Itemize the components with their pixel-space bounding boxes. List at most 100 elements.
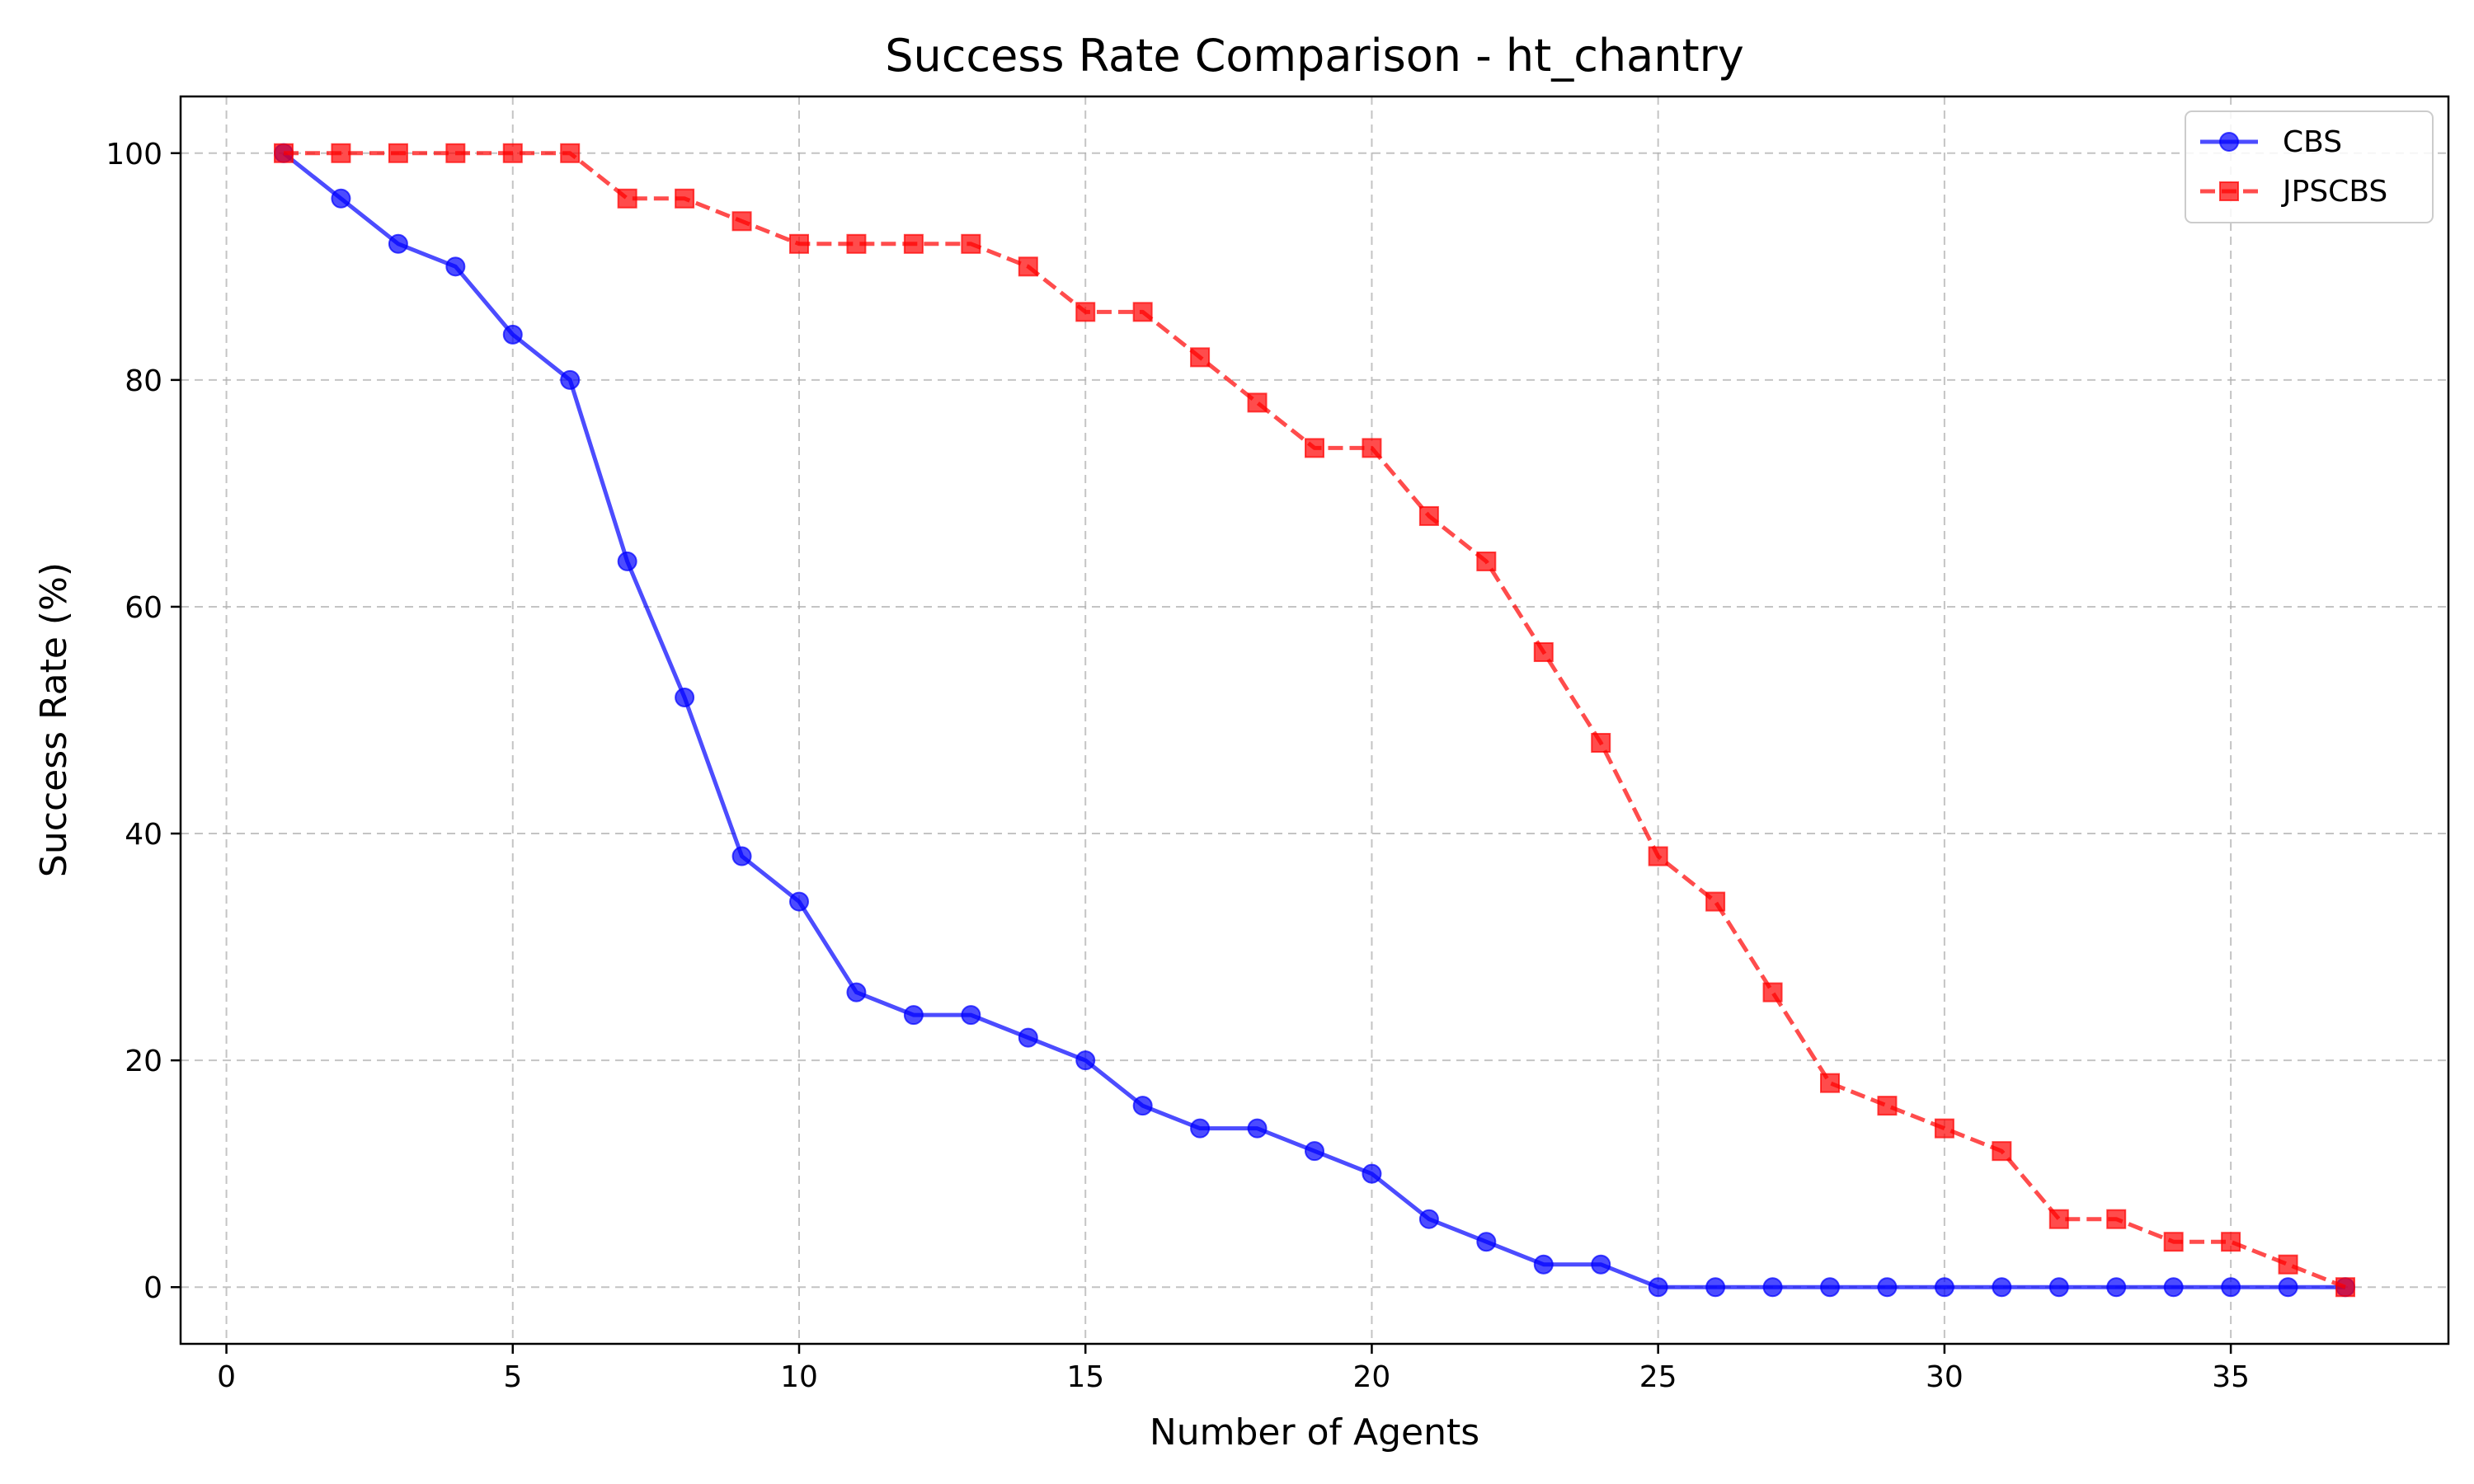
jpscbs-data-point — [1476, 551, 1497, 571]
jpscbs-data-point — [1762, 982, 1783, 1003]
y-tick-label: 80 — [125, 364, 162, 398]
cbs-data-point — [846, 982, 867, 1003]
x-tick-label: 35 — [2212, 1360, 2250, 1394]
jpscbs-data-point — [731, 211, 752, 232]
jpscbs-data-point — [1934, 1118, 1954, 1139]
cbs-data-point — [1305, 1141, 1324, 1162]
legend-cbs-label: CBS — [2283, 125, 2342, 159]
cbs-data-point — [789, 891, 809, 912]
x-tick-label: 10 — [780, 1360, 818, 1394]
cbs-data-point — [2278, 1277, 2298, 1298]
jpscbs-data-point — [789, 233, 809, 254]
jpscbs-data-point — [2221, 1232, 2241, 1252]
cbs-data-point — [502, 324, 523, 345]
cbs-data-point — [731, 846, 752, 866]
jpscbs-data-point — [1820, 1073, 1840, 1093]
cbs-data-point — [1762, 1277, 1783, 1298]
cbs-data-point — [1018, 1027, 1038, 1048]
jpscbs-data-point — [1247, 392, 1268, 413]
cbs-data-point — [1533, 1254, 1554, 1275]
cbs-data-point — [1934, 1277, 1954, 1298]
x-tick-label: 0 — [217, 1360, 236, 1394]
legend-jpscbs-label: JPSCBS — [2281, 175, 2387, 209]
jpscbs-data-point — [1018, 256, 1038, 277]
x-tick-label: 25 — [1639, 1360, 1677, 1394]
cbs-data-point — [2221, 1277, 2241, 1298]
cbs-data-point — [1132, 1096, 1153, 1116]
cbs-data-point — [1877, 1277, 1898, 1298]
jpscbs-data-point — [617, 188, 637, 209]
jpscbs-data-point — [502, 143, 523, 163]
jpscbs-data-point — [1705, 891, 1726, 912]
cbs-data-point — [675, 687, 695, 707]
jpscbs-data-point — [1877, 1096, 1898, 1116]
y-tick-label: 100 — [106, 138, 162, 171]
plot-frame — [179, 95, 2450, 1345]
jpscbs-data-point — [445, 143, 466, 163]
y-tick-label: 40 — [125, 818, 162, 852]
jpscbs-data-point — [274, 143, 294, 163]
x-tick-label: 5 — [503, 1360, 522, 1394]
jpscbs-data-point — [2278, 1254, 2298, 1275]
cbs-data-point — [1591, 1254, 1611, 1275]
x-tick-label: 15 — [1066, 1360, 1104, 1394]
cbs-data-point — [560, 369, 581, 390]
cbs-data-point — [2048, 1277, 2069, 1298]
x-axis-label: Number of Agents — [1150, 1411, 1479, 1453]
jpscbs-data-point — [1992, 1141, 2012, 1162]
y-tick-label: 0 — [143, 1271, 162, 1305]
jpscbs-data-point — [675, 188, 695, 209]
chart-title: Success Rate Comparison - ht_chantry — [885, 30, 1744, 82]
cbs-data-point — [1418, 1209, 1439, 1229]
jpscbs-data-point — [1362, 438, 1382, 458]
cbs-data-point — [1247, 1118, 1268, 1139]
tick-layer: 0 5 10 15 20 25 30 35 0 20 40 60 80 100 — [106, 138, 2250, 1394]
jpscbs-data-point — [331, 143, 351, 163]
jpscbs-data-point — [2335, 1277, 2355, 1298]
legend-box — [2185, 110, 2434, 223]
cbs-data-point — [331, 188, 351, 209]
jpscbs-data-point — [2106, 1209, 2127, 1229]
cbs-data-point — [2106, 1277, 2127, 1298]
x-tick-label: 30 — [1926, 1360, 1964, 1394]
cbs-data-point — [617, 551, 637, 571]
cbs-series-line — [282, 151, 2345, 1289]
y-axis-label: Success Rate (%) — [33, 562, 75, 877]
cbs-data-point — [1075, 1050, 1096, 1071]
jpscbs-data-point — [1648, 846, 1668, 866]
jpscbs-data-point — [560, 143, 581, 163]
jpscbs-data-point — [2163, 1232, 2184, 1252]
jpscbs-data-point — [1305, 438, 1324, 458]
jpscbs-data-point — [388, 143, 408, 163]
jpscbs-data-point — [846, 233, 867, 254]
cbs-data-point — [1476, 1232, 1497, 1252]
legend-jpscbs-marker — [2219, 181, 2239, 201]
jpscbs-data-point — [1190, 347, 1211, 368]
y-tick-label: 60 — [125, 591, 162, 625]
cbs-data-point — [1705, 1277, 1726, 1298]
jpscbs-data-point — [961, 233, 981, 254]
legend-cbs-marker — [2219, 132, 2239, 152]
jpscbs-data-point — [1418, 505, 1439, 526]
cbs-data-point — [1820, 1277, 1840, 1298]
cbs-data-point — [1362, 1163, 1382, 1184]
cbs-data-point — [2163, 1277, 2184, 1298]
cbs-data-point — [1190, 1118, 1211, 1139]
jpscbs-data-point — [1591, 733, 1611, 754]
cbs-data-point — [1992, 1277, 2012, 1298]
legend: CBS JPSCBS — [2185, 110, 2434, 223]
jpscbs-data-point — [1533, 641, 1554, 662]
jpscbs-data-point — [1132, 302, 1153, 322]
y-tick-label: 20 — [125, 1045, 162, 1078]
x-tick-label: 20 — [1353, 1360, 1391, 1394]
series-layer — [274, 143, 2355, 1298]
jpscbs-data-point — [1075, 302, 1096, 322]
cbs-data-point — [961, 1005, 981, 1026]
cbs-data-point — [903, 1005, 924, 1026]
cbs-data-point — [1648, 1277, 1668, 1298]
jpscbs-data-point — [903, 233, 924, 254]
cbs-data-point — [445, 256, 466, 277]
cbs-data-point — [388, 233, 408, 254]
jpscbs-series-line — [284, 151, 2346, 1289]
